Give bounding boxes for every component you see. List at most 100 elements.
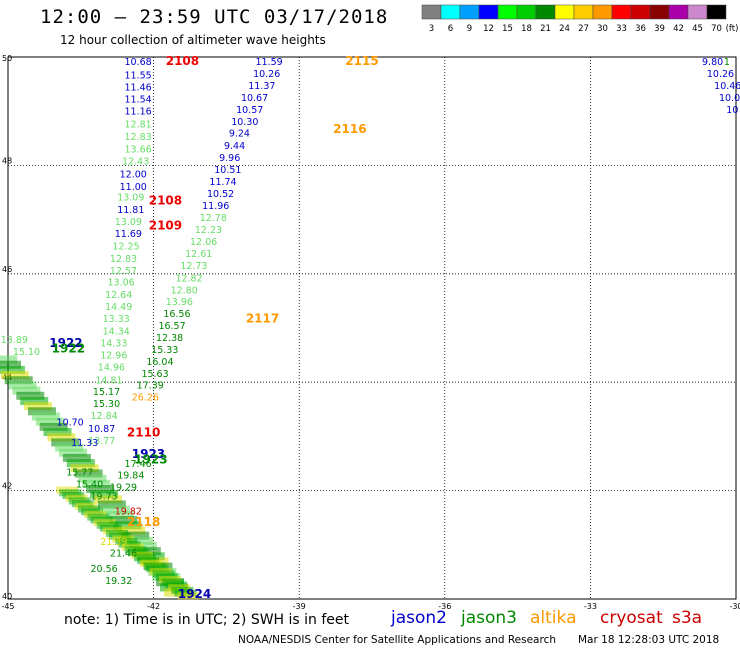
- track-band-segment: [82, 479, 111, 488]
- track-pass-label: 1923: [132, 447, 165, 461]
- wave-height-reading: 9.96: [219, 153, 240, 164]
- track-band-segment: [74, 469, 103, 478]
- track-band-segment: [4, 376, 33, 385]
- wave-height-reading: 16.57: [158, 321, 185, 332]
- y-tick-label: 42: [2, 482, 12, 491]
- wave-height-reading: 10.57: [236, 105, 263, 116]
- wave-height-reading: 10.46: [714, 81, 740, 92]
- wave-height-reading: 16.04: [146, 357, 173, 368]
- legend-label: 39: [654, 24, 665, 34]
- wave-height-reading: 12.82: [175, 273, 202, 284]
- wave-height-reading: 11.55: [124, 71, 151, 82]
- legend-label: 6: [448, 24, 453, 34]
- track-pass-label: 2116: [333, 122, 366, 136]
- legend-swatch: [497, 4, 518, 20]
- track-pass-label: 2115: [345, 54, 378, 68]
- track-band-segment: [97, 500, 126, 509]
- page-title: 12:00 — 23:59 UTC 03/17/2018: [40, 6, 389, 28]
- wave-height-reading: 12.84: [91, 411, 118, 422]
- y-tick-label: 50: [2, 54, 12, 63]
- track-pass-label: 1922: [49, 336, 82, 350]
- track-band-segment: [12, 386, 41, 395]
- wave-height-reading: 1: [724, 57, 730, 68]
- legend-swatch: [535, 4, 556, 20]
- legend-swatch: [706, 4, 727, 20]
- wave-height-reading: 10.67: [241, 93, 268, 104]
- wave-height-reading: 10.26: [707, 69, 734, 80]
- map-frame: [7, 56, 737, 600]
- wave-height-reading: 15.33: [151, 345, 178, 356]
- legend-swatch: [649, 4, 670, 20]
- track-band-segment: [86, 484, 115, 493]
- track-band-segment: [55, 443, 84, 452]
- wave-height-reading: 15.10: [13, 347, 40, 358]
- wave-height-reading: 15.17: [93, 387, 120, 398]
- wave-height-reading: 11.00: [120, 182, 147, 193]
- legend-swatch: [516, 4, 537, 20]
- legend-swatch: [630, 4, 651, 20]
- wave-height-reading: 26.26: [132, 393, 159, 404]
- wave-height-reading: 11.33: [71, 438, 98, 449]
- track-band-segment: [62, 453, 91, 462]
- track-band-segment: [35, 417, 64, 426]
- track-band-segment: [117, 526, 146, 535]
- track-band-segment: [43, 428, 72, 437]
- satellite-legend-altika: altika: [530, 608, 577, 628]
- wave-height-reading: 11.96: [202, 201, 229, 212]
- wave-height-reading: 10: [726, 105, 738, 116]
- legend-swatch: [668, 4, 689, 20]
- track-band-segment: [121, 531, 150, 540]
- wave-height-reading: 17.39: [137, 381, 164, 392]
- legend-label: 33: [616, 24, 627, 34]
- footer-credit: NOAA/NESDIS Center for Satellite Applica…: [238, 634, 556, 646]
- track-band-segment: [16, 391, 45, 400]
- wave-height-reading: 12.57: [110, 266, 137, 277]
- wave-height-reading: 15.30: [93, 399, 120, 410]
- x-tick-label: -33: [584, 602, 597, 611]
- wave-height-reading: 12.83: [124, 132, 151, 143]
- track-band-segment: [113, 521, 142, 530]
- legend-swatch: [421, 4, 442, 20]
- wave-height-reading: 12.43: [122, 156, 149, 167]
- track-band-segment: [27, 407, 56, 416]
- wave-height-reading: 11.16: [124, 106, 151, 117]
- wave-height-reading: 11.37: [248, 81, 275, 92]
- track-band-segment: [0, 355, 18, 364]
- track-band-segment: [90, 490, 119, 499]
- wave-height-reading: 12.38: [156, 333, 183, 344]
- wave-height-reading: 12.25: [112, 241, 139, 252]
- wave-height-reading: 17.46: [124, 459, 151, 470]
- wave-height-reading: 20.56: [91, 564, 118, 575]
- track-pass-label: 2110: [127, 425, 160, 439]
- legend-swatch: [611, 4, 632, 20]
- x-tick-label: -45: [1, 602, 14, 611]
- wave-height-reading: 10.51: [214, 165, 241, 176]
- legend-label: 18: [521, 24, 532, 34]
- wave-height-reading: 19.29: [110, 483, 137, 494]
- track-pass-label: 2109: [149, 218, 182, 232]
- track-band-segment: [177, 592, 200, 600]
- legend-swatch: [478, 4, 499, 20]
- satellite-legend-jason3: jason3: [461, 608, 517, 628]
- wave-height-reading: 15.63: [141, 369, 168, 380]
- track-band-segment: [51, 438, 80, 447]
- wave-height-reading: 12.96: [100, 350, 127, 361]
- track-band-segment: [39, 422, 68, 431]
- legend-label: 70: [711, 24, 722, 34]
- legend-label: 3: [429, 24, 434, 34]
- wave-height-reading: 10.52: [207, 189, 234, 200]
- legend-swatch: [592, 4, 613, 20]
- wave-height-reading: 10.0: [719, 93, 740, 104]
- track-band-segment: [125, 536, 154, 545]
- wave-height-reading: 10.70: [57, 418, 84, 429]
- track-band-segment: [20, 396, 49, 405]
- units-note: note: 1) Time is in UTC; 2) SWH is in fe…: [64, 612, 350, 628]
- wave-height-reading: 11.59: [256, 57, 283, 68]
- wave-height-reading: 12.06: [190, 237, 217, 248]
- wave-height-reading: 11.54: [124, 95, 151, 106]
- x-tick-label: -42: [147, 602, 160, 611]
- wave-height-reading: 13.77: [88, 436, 115, 447]
- wave-height-reading: 21.46: [110, 549, 137, 560]
